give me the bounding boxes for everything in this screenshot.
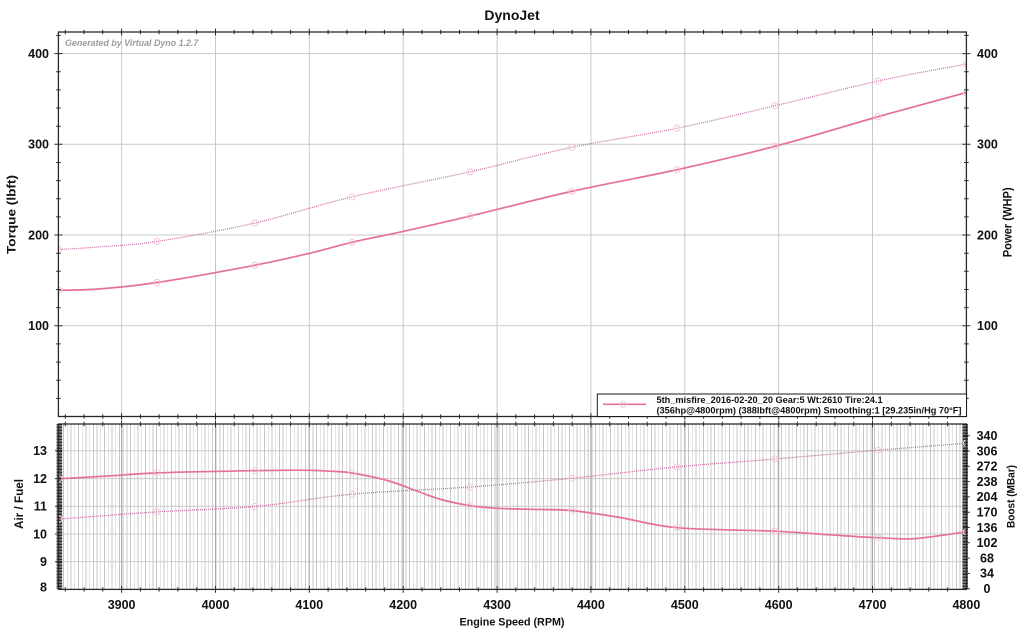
svg-text:306: 306 [977, 444, 998, 458]
svg-text:8: 8 [40, 581, 47, 595]
svg-text:4200: 4200 [389, 598, 417, 612]
svg-text:170: 170 [977, 506, 998, 520]
svg-text:100: 100 [28, 319, 49, 333]
svg-text:238: 238 [977, 475, 998, 489]
svg-text:4100: 4100 [295, 598, 323, 612]
svg-text:4400: 4400 [577, 598, 605, 612]
svg-text:5th_misfire_2016-02-20_20 Gear: 5th_misfire_2016-02-20_20 Gear:5 Wt:2610… [657, 395, 883, 405]
svg-text:12: 12 [33, 472, 47, 486]
svg-text:400: 400 [28, 47, 49, 61]
svg-text:3900: 3900 [108, 598, 136, 612]
svg-text:Boost (MBar): Boost (MBar) [1006, 465, 1018, 528]
svg-text:340: 340 [977, 429, 998, 443]
svg-text:Torque (lbft): Torque (lbft) [5, 175, 19, 254]
svg-text:DynoJet: DynoJet [484, 7, 540, 23]
svg-text:Engine Speed (RPM): Engine Speed (RPM) [460, 617, 565, 629]
svg-text:9: 9 [40, 555, 47, 569]
svg-text:300: 300 [977, 138, 998, 152]
svg-text:10: 10 [33, 527, 47, 541]
svg-text:Air / Fuel: Air / Fuel [14, 479, 26, 529]
svg-text:4300: 4300 [483, 598, 511, 612]
svg-text:68: 68 [980, 551, 994, 565]
svg-text:4500: 4500 [671, 598, 699, 612]
svg-text:200: 200 [977, 228, 998, 242]
svg-text:400: 400 [977, 47, 998, 61]
svg-text:(356hp@4800rpm) (388lbft@4800r: (356hp@4800rpm) (388lbft@4800rpm) Smooth… [657, 405, 962, 415]
svg-text:200: 200 [28, 228, 49, 242]
svg-text:4800: 4800 [952, 598, 980, 612]
svg-text:Power (WHP): Power (WHP) [1003, 187, 1015, 257]
svg-text:13: 13 [33, 444, 47, 458]
svg-text:272: 272 [977, 460, 998, 474]
svg-text:11: 11 [34, 500, 47, 514]
svg-text:Generated by Virtual Dyno 1.2.: Generated by Virtual Dyno 1.2.7 [65, 38, 199, 48]
svg-text:4600: 4600 [765, 598, 793, 612]
svg-text:0: 0 [984, 582, 991, 596]
svg-text:4700: 4700 [859, 598, 887, 612]
svg-text:300: 300 [28, 138, 49, 152]
svg-text:100: 100 [977, 319, 998, 333]
svg-text:34: 34 [980, 567, 994, 581]
svg-text:136: 136 [977, 521, 998, 535]
svg-text:204: 204 [977, 490, 998, 504]
svg-text:4000: 4000 [202, 598, 230, 612]
svg-text:102: 102 [977, 536, 998, 550]
